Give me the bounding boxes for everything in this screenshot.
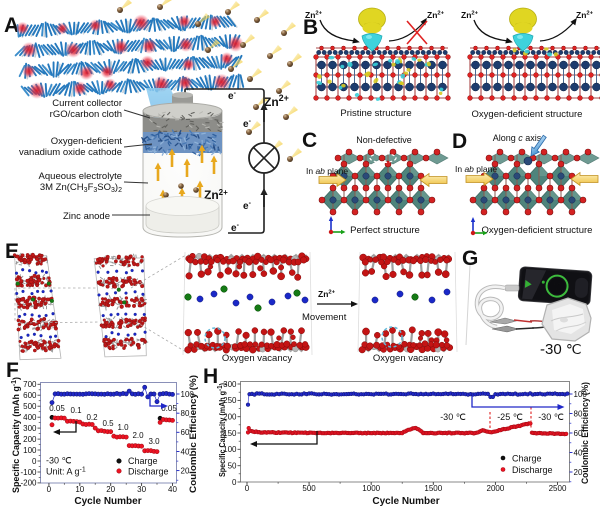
svg-text:Zinc anode: Zinc anode (63, 211, 110, 222)
svg-text:Non-defective: Non-defective (356, 135, 412, 145)
svg-text:Charge: Charge (512, 454, 542, 464)
svg-text:Movement: Movement (302, 312, 347, 323)
svg-text:Zn2+: Zn2+ (318, 289, 336, 299)
svg-text:50: 50 (228, 462, 237, 471)
svg-text:-30 ℃: -30 ℃ (440, 412, 466, 422)
svg-text:Cycle Number: Cycle Number (74, 496, 141, 507)
svg-text:0: 0 (245, 484, 250, 493)
svg-text:0.5: 0.5 (102, 419, 114, 428)
svg-text:Oxygen-deficient: Oxygen-deficient (51, 136, 123, 147)
svg-text:-30 ℃: -30 ℃ (540, 341, 582, 358)
svg-text:-100: -100 (20, 468, 37, 477)
svg-text:150: 150 (223, 429, 237, 438)
svg-text:2000: 2000 (487, 484, 505, 493)
svg-text:In ab plane: In ab plane (455, 164, 497, 174)
svg-text:Perfect structure: Perfect structure (350, 225, 420, 236)
svg-text:600: 600 (23, 391, 37, 400)
svg-text:e-: e- (228, 90, 237, 102)
svg-text:Unit: A g-1: Unit: A g-1 (46, 467, 86, 477)
svg-text:Coulombic Efficiency (%): Coulombic Efficiency (%) (580, 382, 590, 484)
svg-text:Zn2+: Zn2+ (305, 10, 323, 20)
svg-text:20: 20 (106, 485, 115, 494)
svg-text:-30 ℃: -30 ℃ (538, 412, 564, 422)
svg-text:0.1: 0.1 (70, 406, 82, 415)
svg-text:100: 100 (223, 445, 237, 454)
svg-text:-200: -200 (20, 479, 37, 488)
svg-text:10: 10 (75, 485, 84, 494)
svg-text:2500: 2500 (549, 484, 567, 493)
svg-text:rGO/carbon cloth: rGO/carbon cloth (50, 109, 122, 120)
svg-text:Oxygen-deficient structure: Oxygen-deficient structure (472, 109, 583, 120)
svg-text:3M Zn(CH3F3SO3)2: 3M Zn(CH3F3SO3)2 (40, 182, 122, 194)
svg-text:60: 60 (181, 428, 190, 437)
svg-text:e-: e- (243, 200, 252, 212)
svg-text:Discharge: Discharge (128, 467, 169, 477)
svg-text:500: 500 (23, 402, 37, 411)
svg-text:40: 40 (181, 447, 190, 456)
svg-text:100: 100 (574, 390, 588, 399)
svg-text:0: 0 (47, 485, 52, 494)
svg-text:Aqueous electrolyte: Aqueous electrolyte (39, 171, 122, 182)
svg-text:D: D (452, 130, 467, 153)
svg-text:Along c axis: Along c axis (493, 133, 542, 143)
svg-text:80: 80 (574, 409, 583, 418)
svg-text:40: 40 (168, 485, 177, 494)
svg-text:G: G (462, 247, 478, 270)
svg-text:200: 200 (223, 413, 237, 422)
svg-text:H: H (203, 365, 218, 388)
svg-text:Charge: Charge (128, 456, 158, 466)
svg-text:1000: 1000 (362, 484, 380, 493)
svg-text:3.0: 3.0 (148, 437, 160, 446)
svg-text:Zn2+: Zn2+ (461, 10, 479, 20)
svg-text:80: 80 (181, 409, 190, 418)
svg-text:Oxygen vacancy: Oxygen vacancy (222, 353, 292, 364)
svg-text:0.2: 0.2 (86, 413, 98, 422)
svg-text:Zn2+: Zn2+ (576, 10, 594, 20)
svg-text:1.0: 1.0 (117, 423, 129, 432)
svg-text:Specific Capacity (mAh g-1): Specific Capacity (mAh g-1) (217, 383, 227, 477)
svg-text:250: 250 (223, 396, 237, 405)
svg-text:Cycle Number: Cycle Number (372, 496, 439, 507)
svg-text:40: 40 (574, 448, 583, 457)
svg-text:0.05: 0.05 (49, 404, 65, 413)
svg-text:0.05: 0.05 (161, 404, 177, 413)
svg-text:700: 700 (23, 380, 37, 389)
svg-text:0: 0 (232, 478, 237, 487)
svg-text:Oxygen vacancy: Oxygen vacancy (373, 353, 443, 364)
svg-text:e-: e- (243, 118, 252, 130)
svg-text:E: E (5, 240, 19, 263)
svg-text:Oxygen-deficient structure: Oxygen-deficient structure (482, 225, 593, 236)
svg-text:B: B (303, 16, 318, 39)
svg-text:1500: 1500 (424, 484, 442, 493)
svg-text:100: 100 (181, 390, 195, 399)
svg-text:300: 300 (223, 380, 237, 389)
svg-text:-30 ℃: -30 ℃ (46, 456, 72, 466)
svg-text:Specific Capacity (mAh g-1): Specific Capacity (mAh g-1) (11, 377, 21, 493)
svg-text:200: 200 (23, 435, 37, 444)
svg-text:1.25: 1.25 (554, 282, 561, 286)
svg-text:vanadium oxide cathode: vanadium oxide cathode (19, 147, 122, 158)
svg-text:60: 60 (574, 429, 583, 438)
svg-text:e-: e- (231, 222, 240, 234)
svg-text:Current collector: Current collector (52, 98, 122, 109)
svg-text:C: C (302, 129, 317, 152)
svg-text:0: 0 (32, 457, 37, 466)
svg-text:Coulombic Efficiency (%): Coulombic Efficiency (%) (188, 375, 198, 493)
svg-text:2.0: 2.0 (132, 431, 144, 440)
svg-text:V: V (556, 287, 559, 291)
svg-text:400: 400 (23, 413, 37, 422)
svg-text:500: 500 (302, 484, 316, 493)
svg-text:-25 ℃: -25 ℃ (497, 412, 523, 422)
svg-text:20: 20 (574, 468, 583, 477)
svg-text:Discharge: Discharge (512, 465, 553, 475)
svg-text:A: A (4, 14, 19, 37)
svg-text:In ab plane: In ab plane (306, 166, 348, 176)
svg-text:F: F (6, 359, 19, 382)
svg-text:100: 100 (23, 446, 37, 455)
svg-text:20: 20 (181, 466, 190, 475)
svg-text:300: 300 (23, 424, 37, 433)
svg-text:Zn2+: Zn2+ (427, 10, 445, 20)
svg-text:Pristine structure: Pristine structure (340, 108, 411, 119)
svg-text:30: 30 (137, 485, 146, 494)
